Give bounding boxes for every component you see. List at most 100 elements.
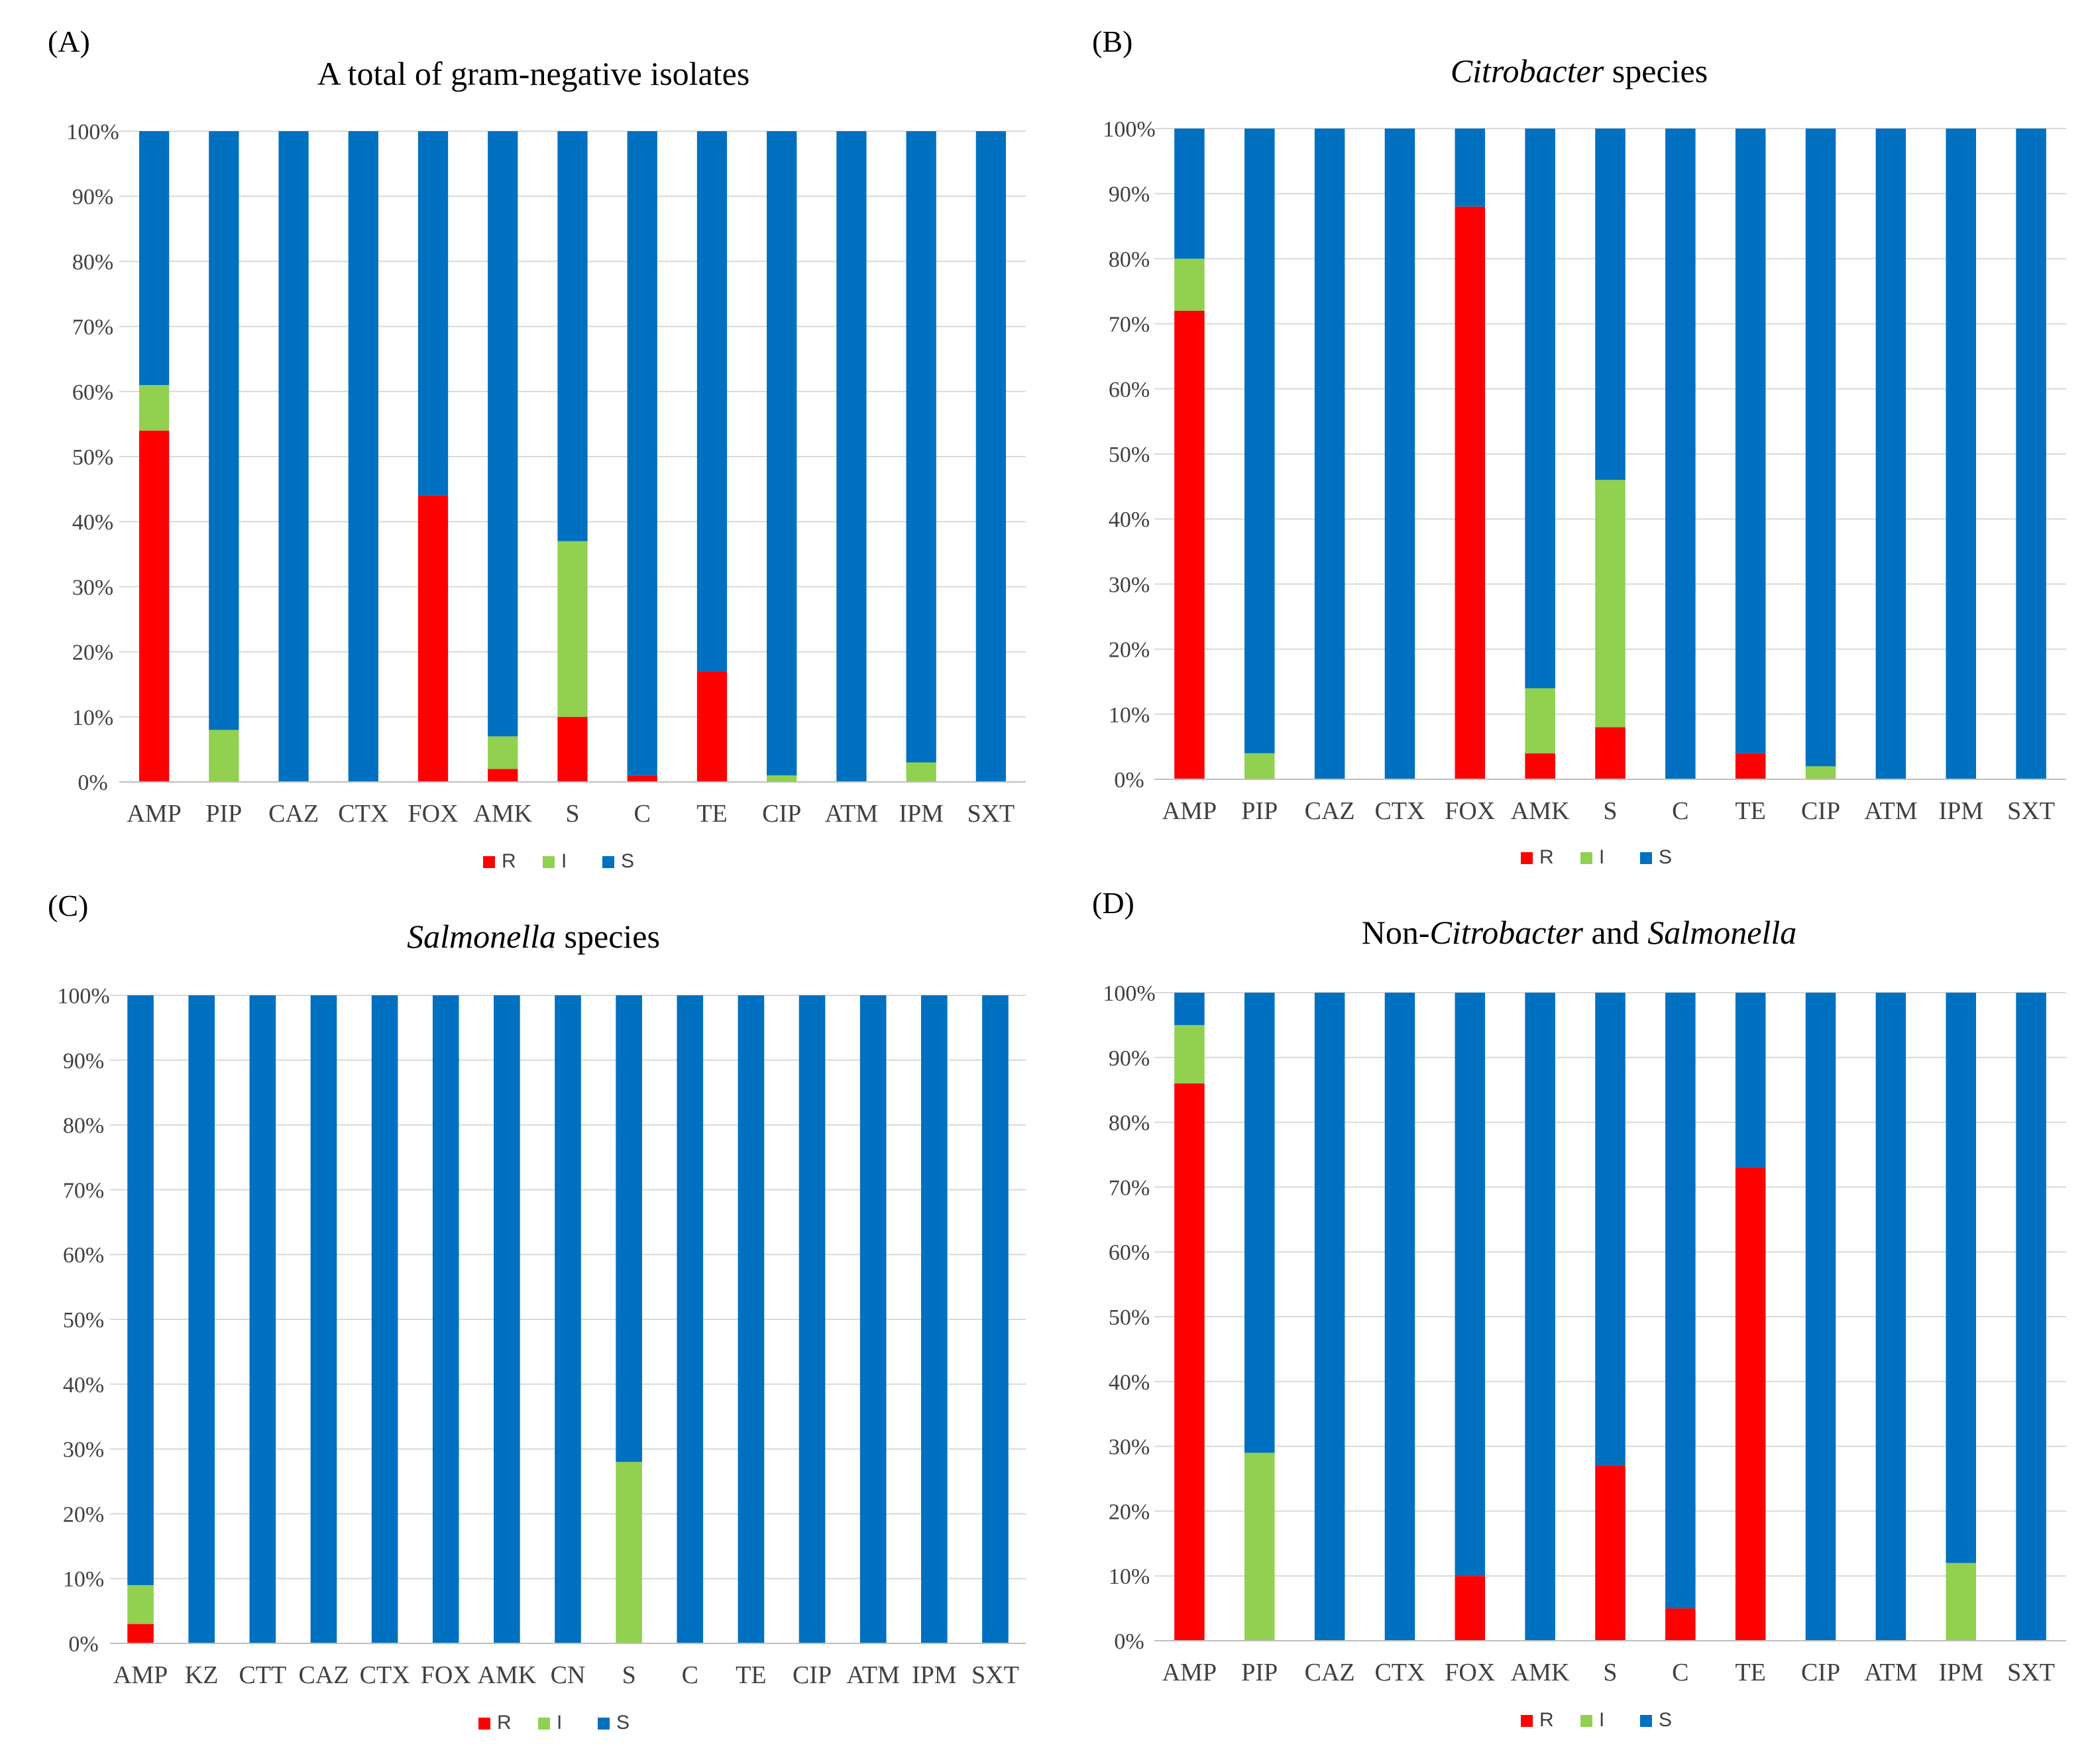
bar-amp-i	[127, 1584, 154, 1624]
legend-label: I	[1599, 846, 1604, 868]
bar-s-s	[1595, 129, 1626, 480]
x-tick-label: PIP	[1241, 1659, 1278, 1686]
x-tick-label: C	[634, 800, 651, 828]
x-tick-label: IPM	[1938, 1659, 1983, 1686]
y-tick-label: 80%	[63, 1114, 104, 1138]
x-tick-label: SXT	[971, 1661, 1019, 1689]
y-tick-label: 40%	[1109, 508, 1150, 532]
legend-label: I	[1599, 1709, 1604, 1731]
bar-s-r	[557, 716, 588, 782]
bar-s-s	[557, 131, 588, 541]
y-tick-label: 10%	[72, 706, 113, 730]
bar-te-s	[696, 131, 728, 672]
x-tick-label: AMP	[1162, 1659, 1217, 1686]
x-tick-label: CTX	[338, 800, 388, 828]
bar-te-r	[1735, 1168, 1766, 1641]
panel-label: (C)	[48, 889, 88, 922]
x-tick-label: C	[1672, 797, 1688, 825]
legend-swatch-i	[543, 856, 555, 868]
bar-amk-r	[488, 769, 518, 782]
bar-te-r	[1735, 753, 1766, 779]
y-tick-label: 20%	[63, 1502, 104, 1527]
chart-title: Salmonella species	[407, 918, 660, 955]
x-tick-label: CTX	[1374, 1659, 1425, 1686]
bar-amp-i	[1174, 258, 1205, 311]
x-tick-label: C	[682, 1661, 698, 1689]
bar-te-s	[1735, 129, 1766, 753]
x-tick-label: SXT	[2007, 1659, 2055, 1686]
x-tick-label: S	[1603, 1659, 1617, 1686]
x-tick-label: CIP	[762, 800, 801, 828]
bar-amp-r	[1174, 1083, 1205, 1641]
x-tick-label: AMP	[113, 1661, 168, 1689]
bar-amk-s	[488, 131, 518, 737]
legend-swatch-i	[1580, 1715, 1592, 1727]
x-tick-label: CAZ	[1305, 1659, 1355, 1686]
bar-fox-s	[1455, 129, 1486, 207]
bar-amk-s	[1525, 993, 1555, 1641]
x-tick-label: AMP	[1162, 797, 1217, 825]
chart-panel-a: (A) A total of gram-negative isolates 0% 10…	[48, 25, 1026, 872]
x-tick-label: PIP	[1241, 797, 1278, 825]
panel-label: (B)	[1092, 25, 1132, 58]
y-tick-label: 30%	[72, 575, 113, 600]
x-tick-label: AMK	[1511, 1659, 1570, 1686]
x-tick-label: S	[1603, 797, 1617, 825]
x-tick-label: CTX	[1374, 797, 1425, 825]
bar-pip-s	[209, 131, 239, 730]
bar-amp-s	[1174, 993, 1205, 1025]
x-tick-label: CTT	[239, 1661, 286, 1689]
bar-amp-s	[138, 131, 170, 385]
y-tick-label: 40%	[72, 510, 113, 535]
bar-pip-i	[209, 730, 239, 782]
bar-te-r	[696, 671, 728, 782]
y-tick-label: 100%	[1103, 981, 1155, 1006]
y-tick-label: 100%	[66, 120, 119, 144]
bar-caz-s	[1314, 129, 1345, 779]
x-tick-label: AMK	[473, 800, 532, 828]
bar-c-s	[1665, 129, 1696, 779]
bar-pip-i	[1244, 1453, 1275, 1641]
x-tick-label: CAZ	[268, 800, 319, 828]
bar-cip-s	[1805, 993, 1836, 1641]
legend-label: R	[497, 1712, 512, 1734]
x-tick-label: CIP	[1801, 1659, 1840, 1686]
y-tick-label: 70%	[1109, 313, 1150, 337]
y-tick-label: 90%	[63, 1049, 104, 1074]
bar-cip-s	[1805, 129, 1836, 767]
legend-swatch-r	[478, 1718, 490, 1730]
legend-label: S	[1659, 846, 1672, 868]
bar-ipm-s	[1946, 129, 1976, 779]
y-tick-label: 90%	[72, 185, 113, 209]
bar-atm-s	[1875, 129, 1906, 779]
y-tick-label: 0%	[1114, 1629, 1144, 1654]
bar-cip-s	[799, 995, 826, 1643]
y-tick-label: 10%	[1109, 703, 1150, 728]
legend-swatch-i	[1580, 852, 1592, 864]
y-tick-label: 50%	[1109, 443, 1150, 467]
bar-amk-s	[1525, 129, 1555, 689]
y-tick-label: 0%	[68, 1632, 98, 1657]
bar-s-i	[616, 1462, 642, 1643]
bar-amp-i	[138, 384, 170, 431]
y-tick-label: 20%	[1109, 1500, 1150, 1524]
legend-swatch-r	[1521, 1715, 1533, 1727]
y-tick-label: 40%	[1109, 1370, 1150, 1395]
bar-amk-s	[494, 995, 520, 1643]
legend-swatch-s	[1640, 1715, 1652, 1727]
bar-ipm-s	[906, 131, 936, 763]
x-tick-label: FOX	[421, 1661, 471, 1689]
legend-swatch-i	[538, 1718, 550, 1730]
bar-s-r	[1595, 727, 1626, 779]
x-tick-label: TE	[1735, 1659, 1765, 1686]
y-tick-label: 30%	[63, 1438, 104, 1462]
bar-atm-s	[859, 995, 887, 1643]
bar-s-i	[557, 541, 588, 717]
y-tick-label: 10%	[1109, 1565, 1150, 1589]
x-tick-label: TE	[696, 800, 727, 828]
x-tick-label: FOX	[408, 800, 459, 828]
chart-title: Citrobacter species	[1451, 52, 1708, 89]
bar-c-s	[627, 131, 657, 776]
bar-caz-s	[310, 995, 337, 1643]
